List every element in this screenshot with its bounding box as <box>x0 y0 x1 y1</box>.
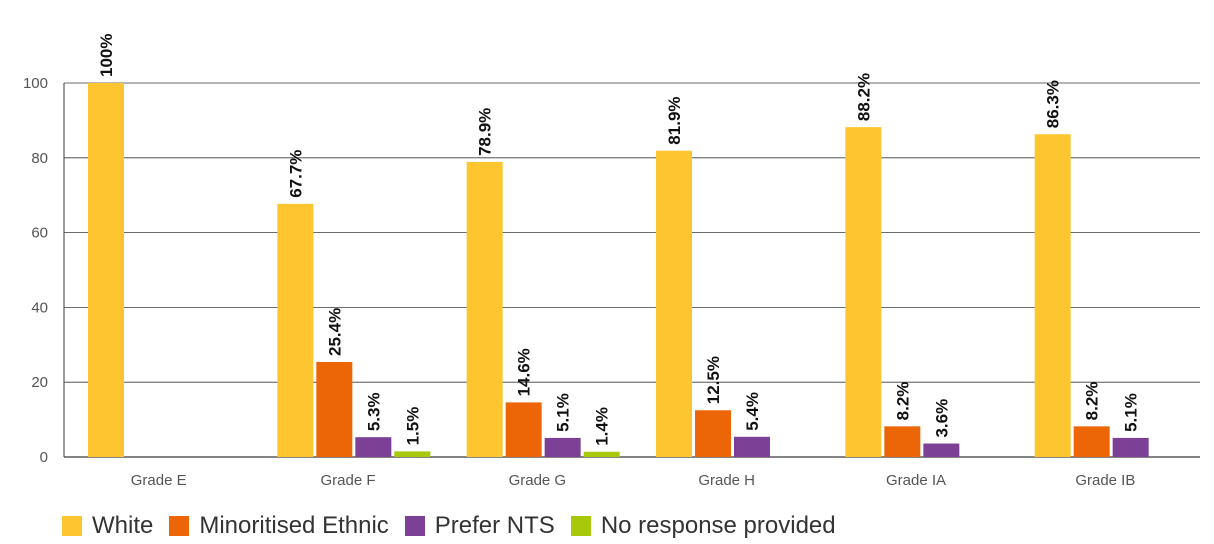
legend-item: No response provided <box>570 512 836 540</box>
data-label: 8.2% <box>1083 382 1102 421</box>
data-label: 78.9% <box>476 108 495 156</box>
category-label: Grade IA <box>886 472 946 489</box>
axes: 0 20 40 60 80 100 Grade E Grade F Grade G Grade H… <box>23 75 1135 489</box>
y-tick-label: 80 <box>31 150 48 167</box>
category-label: Grade IB <box>1075 472 1135 489</box>
legend-item: White <box>62 512 153 540</box>
y-tick-label: 100 <box>23 75 48 92</box>
bar <box>316 362 353 457</box>
legend-swatch <box>570 516 591 536</box>
category-label: Grade G <box>509 472 567 489</box>
legend-label: Prefer NTS <box>434 512 555 539</box>
category-label: Grade H <box>698 472 755 489</box>
category-label: Grade F <box>320 472 375 489</box>
bar <box>845 127 882 457</box>
bar <box>277 203 314 457</box>
y-tick-label: 0 <box>40 449 48 466</box>
legend-label: Minoritised Ethnic <box>199 512 389 539</box>
data-label: 3.6% <box>932 399 951 438</box>
bar-chart: 100% 67.7% 25.4% 5.3% 1.5% 78.9% 14.6% 5.1% 1.4%… <box>23 34 1200 489</box>
bar <box>884 426 921 457</box>
data-label: 5.1% <box>1122 393 1141 432</box>
y-tick-label: 60 <box>31 225 48 242</box>
bar <box>355 437 392 457</box>
data-label: 88.2% <box>854 73 873 121</box>
bar <box>583 451 620 457</box>
bar <box>695 410 731 457</box>
data-label: 100% <box>97 34 116 77</box>
legend-item: Minoritised Ethnic <box>169 512 389 540</box>
data-label: 5.1% <box>554 393 573 432</box>
data-label: 1.5% <box>403 407 422 446</box>
data-label: 67.7% <box>286 150 305 198</box>
bar <box>544 437 581 457</box>
bar <box>505 402 542 457</box>
bar <box>923 443 960 457</box>
bar <box>734 436 770 457</box>
category-label: Grade E <box>131 472 187 489</box>
data-label: 5.3% <box>364 392 383 431</box>
data-label: 8.2% <box>893 382 912 421</box>
bar <box>1034 134 1071 457</box>
legend-item: Prefer NTS <box>404 512 555 540</box>
bars <box>88 83 1149 457</box>
legend: White Minoritised Ethnic Prefer NTS No resp… <box>62 512 852 540</box>
data-label: 25.4% <box>325 308 344 356</box>
y-tick-label: 40 <box>31 299 48 316</box>
legend-swatch <box>169 516 190 536</box>
legend-swatch <box>404 516 425 536</box>
bar <box>88 83 124 457</box>
data-label: 1.4% <box>593 407 612 446</box>
data-label: 86.3% <box>1044 80 1063 128</box>
legend-label: No response provided <box>600 512 836 539</box>
legend-label: White <box>92 512 154 539</box>
legend-swatch <box>62 516 82 536</box>
bar <box>656 150 692 457</box>
data-label: 14.6% <box>515 348 534 396</box>
bar <box>1073 426 1110 457</box>
bar <box>394 451 431 457</box>
data-label: 81.9% <box>665 96 684 144</box>
y-tick-label: 20 <box>31 374 48 391</box>
data-labels: 100% 67.7% 25.4% 5.3% 1.5% 78.9% 14.6% 5.1% 1.4%… <box>97 34 1141 446</box>
gridlines <box>64 82 1200 458</box>
bar <box>1112 437 1149 457</box>
bar <box>466 161 503 457</box>
data-label: 12.5% <box>704 356 723 404</box>
data-label: 5.4% <box>743 392 762 431</box>
